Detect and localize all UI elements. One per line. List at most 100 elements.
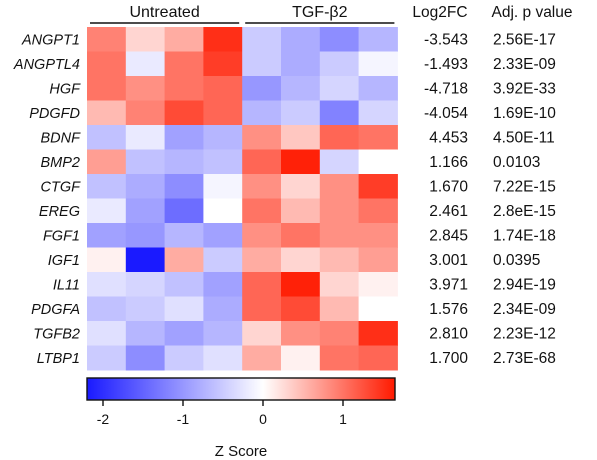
heatmap-cell	[319, 174, 360, 199]
heatmap-cell	[203, 247, 243, 273]
log2fc-value: 1.700	[429, 350, 468, 367]
colorbar-tick-label: -2	[97, 411, 110, 427]
heatmap-cell	[125, 247, 166, 273]
heatmap-cell	[203, 321, 243, 346]
heatmap-cell	[203, 100, 243, 126]
colorbar-tick-label: -1	[177, 411, 190, 427]
padj-value: 2.23E-12	[493, 325, 556, 342]
padj-value: 2.33E-09	[493, 56, 556, 73]
heatmap-cell	[87, 321, 127, 346]
heatmap-cell	[319, 27, 360, 52]
heatmap-cell	[281, 272, 321, 297]
heatmap-cell	[164, 51, 204, 77]
group-label-2: TGF-β2	[292, 4, 348, 21]
heatmap-cell	[358, 198, 398, 224]
heatmap-cell	[319, 149, 360, 175]
heatmap-cell	[281, 27, 321, 52]
heatmap-cell	[125, 321, 166, 346]
heatmap-cell	[281, 345, 321, 371]
heatmap-cell	[87, 149, 127, 175]
heatmap-cell	[125, 345, 166, 371]
heatmap-cell	[203, 174, 243, 199]
heatmap-cell	[164, 198, 204, 224]
heatmap-cell	[164, 321, 204, 346]
heatmap-cell	[164, 149, 204, 175]
heatmap-cell	[281, 321, 321, 346]
heatmap-cell	[358, 296, 398, 322]
heatmap-cell	[87, 345, 127, 371]
group-label-1: Untreated	[129, 4, 199, 21]
heatmap-cell	[281, 223, 321, 248]
gene-label: TGFB2	[33, 326, 80, 342]
heatmap-cell	[319, 100, 360, 126]
padj-value: 2.8eE-15	[493, 203, 556, 220]
heatmap-cell	[203, 51, 243, 77]
heatmap-cell	[164, 125, 204, 150]
heatmap-cell	[358, 345, 398, 371]
heatmap-cell	[87, 27, 127, 52]
heatmap-cell	[281, 174, 321, 199]
padj-value: 1.74E-18	[493, 227, 556, 244]
padj-value: 2.56E-17	[493, 31, 556, 48]
heatmap-cell	[203, 223, 243, 248]
heatmap-cell	[87, 51, 127, 77]
log2fc-header: Log2FC	[412, 4, 467, 21]
heatmap-cell	[125, 76, 166, 101]
heatmap-cell	[125, 27, 166, 52]
heatmap-cell	[358, 247, 398, 273]
colorbar: -2 -1 0 1 Z Score	[86, 377, 396, 460]
heatmap-cell	[242, 247, 282, 273]
log2fc-value: -1.493	[424, 56, 468, 73]
heatmap-cell	[281, 296, 321, 322]
heatmap-cell	[242, 272, 282, 297]
heatmap-cell	[358, 321, 398, 346]
gene-labels: ANGPT1 ANGPTL4 HGF PDGFD BDNF BMP2 CTGF EREG FGF…	[13, 32, 81, 367]
log2fc-value: 3.001	[429, 252, 468, 269]
padj-value: 2.73E-68	[493, 350, 556, 367]
heatmap-cell	[319, 247, 360, 273]
log2fc-value: 2.845	[429, 227, 468, 244]
heatmap-cell	[242, 149, 282, 175]
heatmap-cell	[281, 51, 321, 77]
heatmap-cell	[87, 296, 127, 322]
log2fc-value: -3.543	[424, 31, 468, 48]
log2fc-value: -4.718	[424, 80, 468, 97]
heatmap-cell	[319, 223, 360, 248]
heatmap-cell	[87, 174, 127, 199]
heatmap-cell	[164, 296, 204, 322]
heatmap-cell	[164, 247, 204, 273]
heatmap-cell	[281, 247, 321, 273]
padj-value: 2.94E-19	[493, 276, 556, 293]
gene-label: ANGPT1	[21, 32, 80, 48]
heatmap-cell	[319, 51, 360, 77]
heatmap-cell	[87, 125, 127, 150]
gene-label: CTGF	[41, 179, 82, 195]
padj-value: 3.92E-33	[493, 80, 556, 97]
heatmap-cell	[203, 149, 243, 175]
heatmap-cell	[203, 272, 243, 297]
padj-value: 1.69E-10	[493, 105, 556, 122]
heatmap-cell	[203, 345, 243, 371]
heatmap-cell	[164, 174, 204, 199]
heatmap-cell	[164, 272, 204, 297]
colorbar-label: Z Score	[215, 443, 268, 460]
log2fc-value: -4.054	[424, 105, 468, 122]
heatmap-cell	[281, 76, 321, 101]
heatmap-cell	[125, 125, 166, 150]
log2fc-value: 1.576	[429, 301, 468, 318]
gene-label: ANGPTL4	[13, 57, 80, 73]
heatmap-cell	[242, 125, 282, 150]
colorbar-tick-label: 0	[259, 411, 267, 427]
padj-value: 0.0395	[493, 252, 540, 269]
gene-label: FGF1	[43, 228, 80, 244]
gene-label: IL11	[53, 277, 80, 293]
heatmap-cell	[125, 272, 166, 297]
padj-value: 2.34E-09	[493, 301, 556, 318]
heatmap-cell	[242, 345, 282, 371]
heatmap-cell	[87, 272, 127, 297]
heatmap-cell	[319, 345, 360, 371]
heatmap-cell	[125, 51, 166, 77]
heatmap-cell	[358, 27, 398, 52]
stats-columns: -3.543 2.56E-17 -1.493 2.33E-09 -4.718 3.92E-…	[424, 31, 556, 367]
heatmap-cell	[281, 198, 321, 224]
